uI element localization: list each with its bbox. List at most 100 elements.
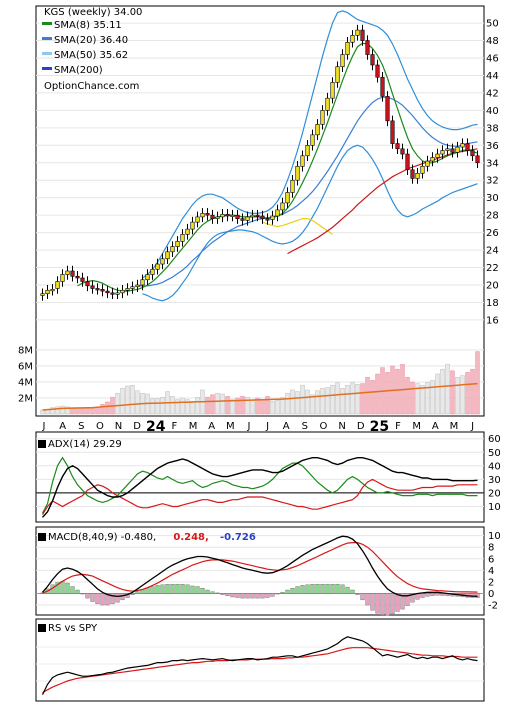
volume-bar (85, 408, 90, 415)
adx-panel: 10 20 30 40 50 60 ADX(14) 29.29 (35, 431, 501, 523)
candle-body (165, 251, 170, 260)
volume-bar (300, 384, 305, 415)
candle-body (200, 213, 205, 218)
volume-bar (245, 396, 250, 415)
volume-bar (80, 408, 85, 415)
macd-histogram-bar (175, 584, 180, 594)
rs-panel: RS vs SPY (35, 618, 485, 702)
candle-body (85, 281, 90, 287)
volume-bar (240, 396, 245, 415)
macd-histogram-bar (85, 593, 90, 599)
x-axis-labels: J A S O N D 24 F M A M J J A S O N D 25 F M A M J (42, 419, 475, 435)
macd-histogram-bar (290, 588, 295, 594)
macd-histogram-bar (405, 593, 410, 606)
volume-bar (470, 368, 475, 415)
candle-body (305, 145, 310, 157)
macd-histogram-bar (375, 593, 380, 614)
volume-bar (395, 368, 400, 415)
volume-bar (205, 396, 210, 415)
adx-y-tick-labels: 10 20 30 40 50 60 (488, 434, 501, 513)
macd-y-tick: 2 (488, 577, 494, 588)
candle-body (330, 82, 335, 99)
candle-body (335, 66, 340, 83)
volume-y-tick: 4M (18, 378, 33, 389)
macd-histogram-bar (285, 589, 290, 594)
macd-histogram-bar (240, 593, 245, 599)
volume-y-tick-labels: 2M 4M 6M 8M (18, 346, 33, 405)
legend-sma200-swatch (42, 67, 52, 70)
volume-bar (370, 380, 375, 415)
macd-signal-value: 0.248, (173, 532, 208, 543)
volume-bar (345, 384, 350, 415)
macd-histogram-bar (130, 593, 135, 595)
price-y-tick: 28 (486, 211, 499, 222)
candle-body (80, 277, 85, 282)
volume-bar (255, 397, 260, 415)
candle-body (410, 169, 415, 179)
price-y-tick: 38 (486, 123, 499, 134)
candle-body (295, 165, 300, 181)
macd-histogram-bar (420, 593, 425, 598)
x-axis-label: S (78, 421, 84, 432)
macd-histogram-bar (210, 591, 215, 594)
candle-body (105, 290, 110, 294)
adx-y-tick: 10 (488, 502, 501, 513)
macd-histogram-bar (205, 589, 210, 594)
price-legend: KGS (weekly) 34.00 SMA(8) 35.11 SMA(20) … (42, 7, 142, 92)
candle-body (55, 281, 60, 289)
volume-bar (425, 382, 430, 415)
macd-histogram-bar (355, 593, 360, 595)
adx-label: ADX(14) 29.29 (48, 439, 122, 450)
candle-body (380, 76, 385, 97)
price-candles (40, 24, 480, 301)
macd-y-tick: 0 (488, 589, 494, 600)
adx-y-tick: 30 (488, 475, 501, 486)
legend-sma8-swatch (42, 22, 52, 25)
macd-histogram-bar (170, 584, 175, 594)
price-panel: 16 18 20 22 24 26 28 30 32 34 36 38 40 42 44 46 48 50 2M 4… (18, 5, 499, 417)
volume-bar (450, 370, 455, 415)
macd-histogram-bar (55, 582, 60, 594)
macd-histogram-bar (370, 593, 375, 611)
candle-body (45, 289, 50, 295)
macd-histogram-bar (180, 584, 185, 594)
price-y-tick: 40 (486, 106, 499, 117)
avg-volume-line (42, 382, 478, 411)
macd-histogram-bar (155, 585, 160, 594)
macd-histogram-bar (275, 593, 280, 595)
adx-y-tick: 50 (488, 448, 501, 459)
macd-histogram-bar (320, 584, 325, 594)
macd-signal-line (42, 542, 478, 594)
macd-histogram-bar (120, 593, 125, 601)
candle-body (340, 54, 345, 68)
volume-y-tick: 8M (18, 346, 33, 357)
volume-bar (365, 376, 370, 415)
price-y-tick: 20 (486, 280, 499, 291)
candle-body (470, 150, 475, 157)
candle-body (360, 29, 365, 41)
candle-body (385, 96, 390, 122)
candle-body (155, 263, 160, 270)
volume-bar (290, 389, 295, 415)
volume-bar (115, 392, 120, 415)
macd-histogram-bar (215, 592, 220, 594)
volume-bar (335, 382, 340, 415)
candle-body (450, 148, 455, 153)
volume-bar (215, 392, 220, 415)
candle-body (395, 143, 400, 150)
candle-body (260, 215, 265, 219)
volume-bar (455, 376, 460, 415)
macd-histogram-bar (475, 593, 480, 598)
volume-bar (310, 394, 315, 415)
volume-bar (230, 399, 235, 415)
volume-bar (340, 388, 345, 415)
volume-bar (130, 384, 135, 415)
volume-bar (190, 400, 195, 415)
candle-body (215, 216, 220, 219)
candle-body (240, 218, 245, 221)
volume-bar (325, 387, 330, 415)
macd-y-tick: 10 (488, 531, 501, 542)
adx-y-tick: 20 (488, 488, 501, 499)
legend-sma200: SMA(200) (54, 65, 103, 76)
volume-bar (440, 368, 445, 415)
